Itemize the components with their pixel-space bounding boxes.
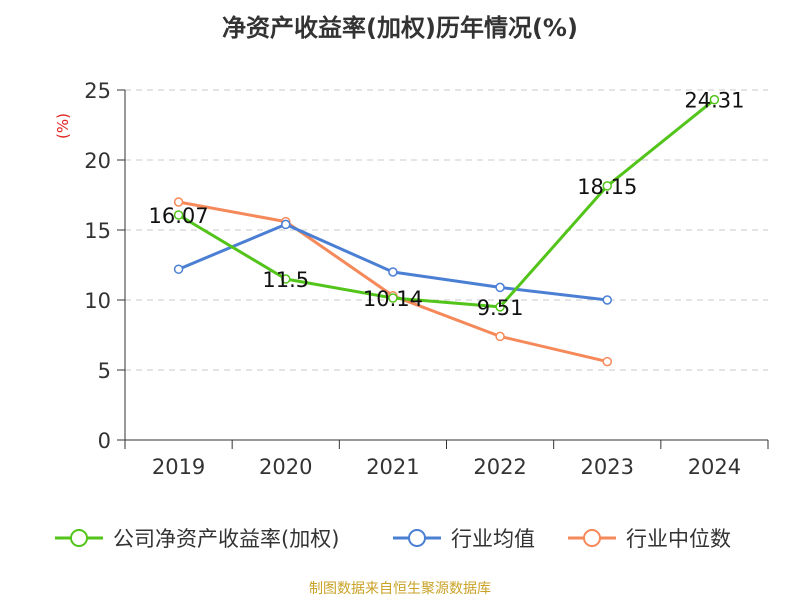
y-tick-label-25: 25 — [84, 79, 111, 103]
legend-label: 公司净资产收益率(加权) — [113, 527, 340, 551]
series-1-point-2023 — [602, 295, 612, 305]
series-1-point-2020 — [281, 219, 291, 230]
legend-label: 行业均值 — [451, 527, 535, 551]
data-label-2023: 18.15 — [577, 175, 637, 199]
chart-legend: 公司净资产收益率(加权) 行业均值 行业中位数 — [0, 518, 800, 558]
data-label-2020: 11.5 — [262, 268, 309, 292]
x-tick-label-2019: 2019 — [152, 455, 205, 479]
y-tick-label-0: 0 — [98, 429, 111, 453]
series-1-point-2022 — [495, 282, 505, 293]
series-0-point-2024 — [709, 94, 720, 105]
series-2-point-2019 — [173, 197, 184, 207]
x-tick-label-2023: 2023 — [581, 455, 634, 479]
y-tick-label-10: 10 — [84, 289, 111, 313]
data-label-2019: 16.07 — [149, 204, 209, 228]
y-tick-label-20: 20 — [84, 149, 111, 173]
series-line-0 — [177, 98, 716, 309]
line-chart: 0 5 10 15 20 25 (%) 2019 2020 2021 2022 2023 2024 16.… — [54, 79, 769, 479]
y-axis-label: (%) — [54, 113, 72, 139]
series-0-point-2020 — [281, 274, 291, 284]
data-label-2024: 24.31 — [684, 89, 744, 113]
legend-item-2[interactable]: 行业中位数 — [568, 518, 731, 558]
series-1-point-2019 — [173, 264, 184, 274]
legend-item-0[interactable]: 公司净资产收益率(加权) — [55, 518, 339, 558]
chart-title: 净资产收益率(加权)历年情况(%) — [222, 14, 578, 42]
series-0-point-2022 — [495, 302, 505, 312]
legend-marker-icon — [55, 529, 103, 547]
series-2-point-2022 — [495, 331, 505, 342]
legend-label: 行业中位数 — [626, 527, 731, 551]
data-label-2021: 10.14 — [363, 287, 423, 311]
series-2-point-2023 — [602, 356, 612, 367]
x-tick-label-2024: 2024 — [688, 455, 741, 479]
series-0-point-2023 — [602, 181, 612, 191]
x-tick-label-2022: 2022 — [473, 455, 526, 479]
x-tick-label-2020: 2020 — [259, 455, 312, 479]
legend-marker-icon — [568, 529, 616, 547]
y-tick-label-5: 5 — [98, 359, 111, 383]
series-0-point-2021 — [388, 293, 398, 303]
series-1-point-2021 — [388, 267, 398, 277]
series-line-2 — [178, 200, 608, 364]
data-label-2022: 9.51 — [477, 296, 524, 320]
x-tick-label-2021: 2021 — [366, 455, 419, 479]
y-tick-label-15: 15 — [84, 219, 111, 243]
series-0-point-2019 — [173, 210, 184, 220]
legend-marker-icon — [393, 529, 441, 547]
source-note: 制图数据来自恒生聚源数据库 — [309, 581, 491, 597]
legend-item-1[interactable]: 行业均值 — [393, 518, 535, 558]
